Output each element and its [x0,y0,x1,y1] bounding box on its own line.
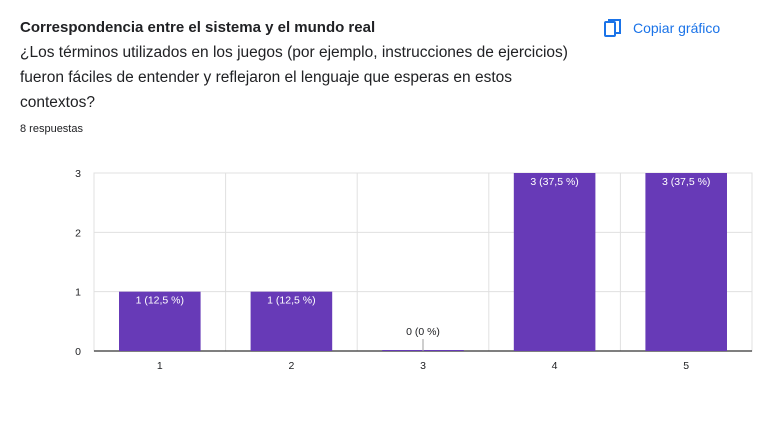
y-tick-label: 1 [75,287,81,299]
chart-title: Correspondencia entre el sistema y el mu… [20,19,376,36]
question-text: ¿Los términos utilizados en los juegos (… [20,44,568,111]
copy-icon [604,19,621,37]
x-tick-label: 5 [683,360,689,372]
y-tick-label: 0 [75,346,81,358]
y-tick-label: 2 [75,227,81,239]
data-label: 3 (37,5 %) [662,176,710,188]
x-tick-label: 3 [420,360,426,372]
bar-chart: 0 1 2 3 1 (12,5 %) 1 1 (12,5 %) 2 0 (0 %) 3 3 (37,… [75,168,753,372]
bar [513,173,596,351]
data-label: 1 (12,5 %) [267,295,315,307]
copy-chart-label: Copiar gráfico [633,20,721,36]
bar [119,291,201,351]
x-tick-label: 2 [288,360,294,372]
y-tick-label: 3 [75,168,81,180]
copy-chart-button[interactable]: Copiar gráfico [604,14,720,42]
data-label: 3 (37,5 %) [530,176,578,188]
response-count: 8 respuestas [20,123,83,135]
x-tick-label: 4 [552,360,558,372]
data-label: 0 (0 %) [406,326,440,338]
bar [250,291,333,351]
data-label: 1 (12,5 %) [136,295,184,307]
x-tick-label: 1 [157,360,163,372]
bar [645,173,727,351]
